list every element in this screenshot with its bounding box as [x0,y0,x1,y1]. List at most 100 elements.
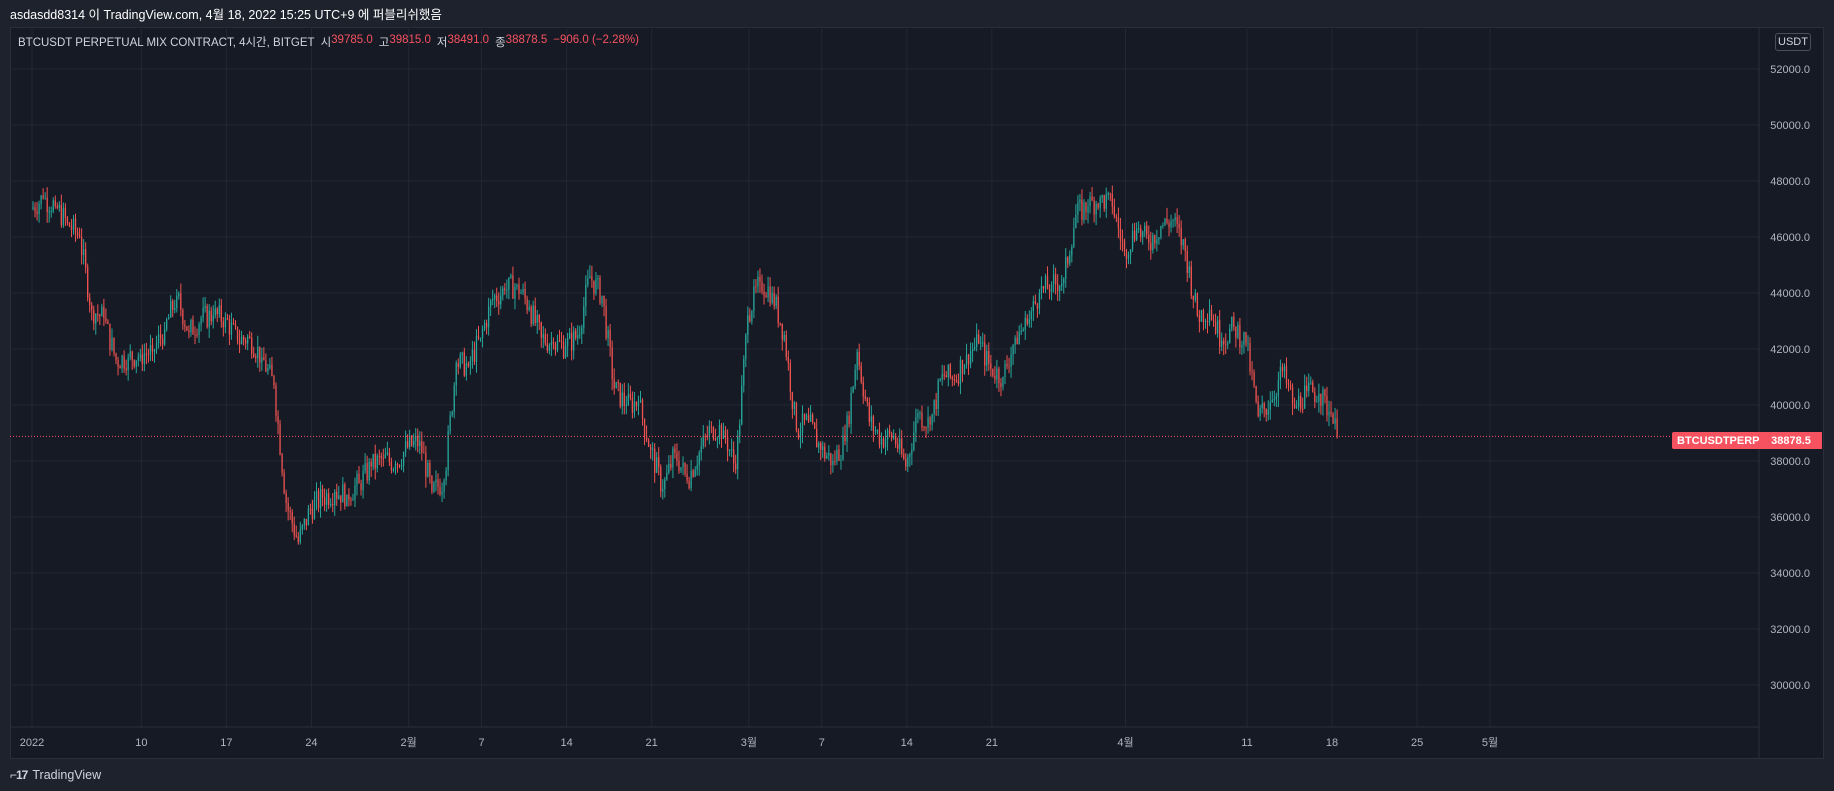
candle-body [66,217,69,223]
candle-body [1208,309,1211,323]
candle-body [157,334,160,343]
candle-body [447,431,449,471]
candle-body [670,463,672,468]
candle-body [554,343,557,351]
candle-body [402,452,405,466]
candle-body [593,280,595,294]
candle-body [834,461,836,462]
candle-body [1024,317,1026,330]
candle-body [131,351,133,361]
candle-body [1300,396,1302,409]
candle-body [1081,199,1083,220]
candle-body [453,385,455,412]
candle-body [429,462,431,477]
legend-open-value: 39785.0 [331,34,373,46]
candle-body [1140,228,1142,238]
candle-body [283,472,285,494]
candle-body [886,430,889,440]
candle-body [56,206,58,208]
candle-body [933,399,935,415]
candle-body [704,435,706,437]
candle-body [1308,382,1310,391]
candle-body [957,380,960,384]
candle-body [771,293,773,304]
publish-bar: asdasdd8314 이 TradingView.com, 4월 18, 20… [0,0,1834,27]
candle-body [1129,249,1132,256]
candle-body [909,454,911,457]
candle-body [275,385,277,417]
candle-body [645,435,648,441]
candle-body [95,314,97,324]
candle-body [1071,246,1073,256]
candle-body [755,286,757,288]
candle-body [548,345,551,351]
candle-body [589,276,591,279]
candle-body [461,352,463,355]
candle-body [315,491,318,500]
candle-body [986,350,988,366]
candle-body [1014,337,1016,345]
candle-body [1231,316,1233,329]
candle-body [803,413,806,420]
candle-body [421,441,423,453]
candle-body [1091,196,1093,201]
candle-body [1042,286,1045,289]
candle-body [573,330,575,351]
candle-body [1057,283,1059,292]
candle-body [587,278,589,285]
candle-body [437,479,439,487]
candlestick-chart[interactable]: 52000.0 50000.0 48000.0 46000.0 44000.0 42000… [10,27,1824,759]
candle-body [161,338,164,345]
chart-legend: BTCUSDT PERPETUAL MIX CONTRACT, 4시간, BIT… [18,34,639,50]
time-tick-label: 11 [1241,737,1252,749]
candle-body [433,482,435,492]
candle-body [1214,321,1217,334]
candle-body [74,218,77,233]
candle-body [722,430,725,440]
candle-body [988,350,990,364]
candle-body [927,417,929,428]
candle-body [1030,311,1032,320]
candle-body [807,415,810,422]
candle-body [356,473,358,486]
candle-body [129,351,131,358]
time-tick-label: 21 [646,737,658,749]
candle-body [789,363,791,393]
candle-body [1044,276,1047,289]
candle-body [58,204,60,208]
candle-body [905,458,907,467]
candle-body [382,458,384,460]
candle-body [591,276,593,281]
candle-body [249,336,251,338]
candle-body [508,277,510,291]
time-tick-label: 21 [986,737,998,749]
candle-body [220,305,222,322]
currency-unit-button[interactable]: USDT [1775,33,1811,51]
candle-body [1089,196,1091,207]
candle-body [609,329,611,348]
chart-area[interactable] [10,27,1824,759]
candle-body [1249,343,1251,372]
candle-body [536,315,538,324]
candle-body [797,430,800,438]
candle-body [36,211,38,215]
candle-body [1059,286,1061,292]
candle-body [271,364,273,377]
candle-body [396,463,399,466]
candle-body [285,493,287,503]
candle-body [613,379,615,389]
candle-body [1135,228,1138,240]
candle-body [510,275,512,278]
candle-body [1067,257,1069,264]
tradingview-brand[interactable]: ⌐17 TradingView [10,768,101,782]
candle-body [907,456,909,467]
candle-body [992,368,994,376]
candle-body [109,323,111,350]
candle-body [469,360,472,366]
candle-body [1010,354,1012,367]
candle-body [595,279,597,294]
candle-body [990,363,992,369]
candle-body [346,494,348,507]
candle-body [287,503,289,511]
candle-body [42,195,44,198]
